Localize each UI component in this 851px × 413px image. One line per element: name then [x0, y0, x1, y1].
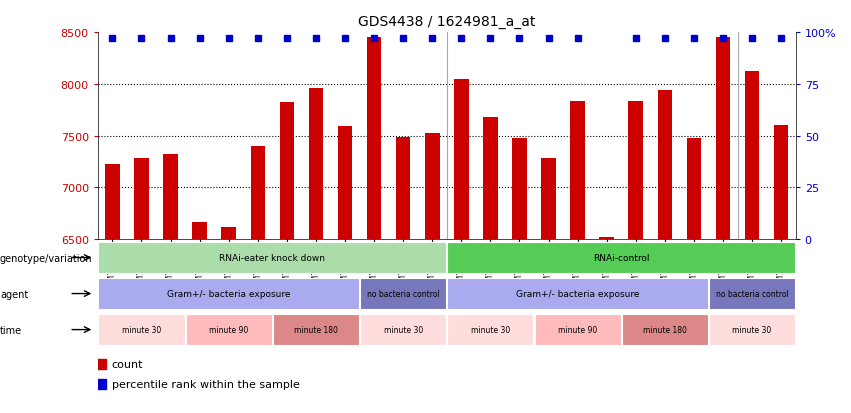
Text: minute 90: minute 90: [209, 325, 248, 334]
Bar: [186, 314, 271, 346]
Bar: [622, 314, 708, 346]
Bar: [273, 314, 359, 346]
Text: minute 180: minute 180: [643, 325, 687, 334]
Bar: [99, 278, 359, 310]
Bar: [716, 38, 730, 240]
Bar: [280, 103, 294, 240]
Text: minute 30: minute 30: [122, 325, 161, 334]
Bar: [541, 159, 556, 240]
Text: no bacteria control: no bacteria control: [367, 290, 439, 298]
Bar: [709, 278, 795, 310]
Text: Gram+/- bacteria exposure: Gram+/- bacteria exposure: [516, 290, 639, 298]
Text: minute 180: minute 180: [294, 325, 338, 334]
Bar: [658, 91, 672, 240]
Text: RNAi-control: RNAi-control: [593, 254, 649, 262]
Bar: [221, 227, 236, 240]
Text: RNAi-eater knock down: RNAi-eater knock down: [220, 254, 325, 262]
Bar: [709, 314, 795, 346]
Bar: [629, 102, 643, 240]
Bar: [309, 89, 323, 240]
Bar: [512, 138, 527, 240]
Bar: [360, 278, 446, 310]
Bar: [106, 164, 120, 240]
Text: minute 30: minute 30: [733, 325, 772, 334]
Bar: [163, 155, 178, 240]
Bar: [425, 133, 439, 240]
Bar: [99, 314, 185, 346]
Bar: [396, 137, 410, 240]
Text: count: count: [111, 359, 143, 369]
Bar: [454, 79, 469, 240]
Text: minute 30: minute 30: [384, 325, 423, 334]
Bar: [360, 314, 446, 346]
Text: Gram+/- bacteria exposure: Gram+/- bacteria exposure: [167, 290, 290, 298]
Bar: [599, 237, 614, 240]
Text: time: time: [0, 325, 22, 335]
Bar: [687, 138, 701, 240]
Text: percentile rank within the sample: percentile rank within the sample: [111, 380, 300, 389]
Bar: [99, 242, 446, 274]
Bar: [192, 222, 207, 240]
Bar: [570, 102, 585, 240]
Bar: [745, 72, 759, 240]
Bar: [448, 242, 795, 274]
Text: minute 30: minute 30: [471, 325, 510, 334]
Text: agent: agent: [0, 289, 28, 299]
Bar: [250, 147, 265, 240]
Bar: [367, 38, 381, 240]
Bar: [448, 278, 708, 310]
Bar: [483, 118, 498, 240]
Bar: [448, 314, 534, 346]
Bar: [534, 314, 620, 346]
Text: genotype/variation: genotype/variation: [0, 253, 93, 263]
Bar: [134, 159, 149, 240]
Text: no bacteria control: no bacteria control: [716, 290, 788, 298]
Title: GDS4438 / 1624981_a_at: GDS4438 / 1624981_a_at: [358, 15, 535, 29]
Bar: [774, 126, 788, 240]
Bar: [338, 127, 352, 240]
Text: minute 90: minute 90: [558, 325, 597, 334]
